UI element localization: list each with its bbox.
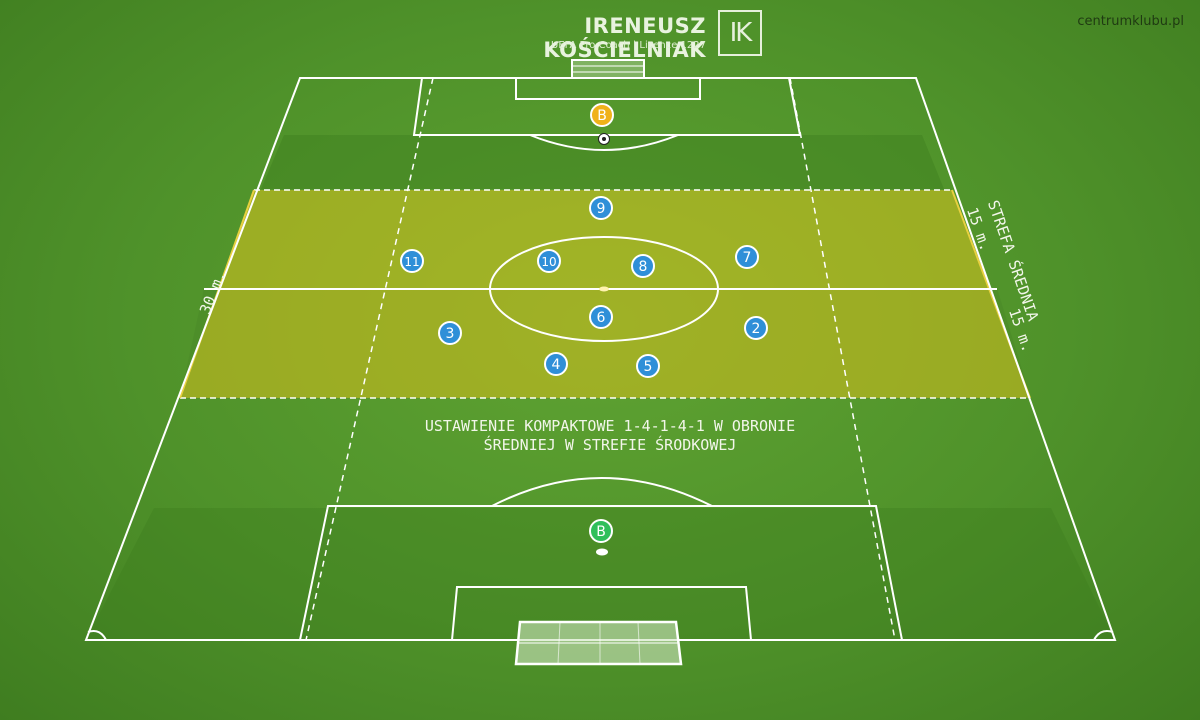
player-number: 4 [552, 357, 561, 373]
top-goal-area [515, 78, 701, 100]
players-layer: 9 11 10 8 7 6 3 2 4 5 [400, 196, 768, 378]
goalkeeper-label: B [596, 524, 606, 540]
player-number: 11 [404, 255, 419, 269]
bottom-penalty-area [299, 505, 903, 641]
site-label[interactable]: centrumklubu.pl [1077, 14, 1184, 29]
penalty-spot [596, 548, 608, 556]
player-number: 6 [597, 310, 606, 326]
player-marker: 6 [589, 305, 613, 329]
coach-subtitle: UEFA Pro Coach | Licence 1227 [551, 40, 706, 51]
caption-line-1: USTAWIENIE KOMPAKTOWE 1-4-1-4-1 W OBRONI… [424, 417, 796, 435]
bottom-goal-area [451, 586, 752, 641]
pitch-boundary [84, 77, 1117, 641]
player-number: 8 [639, 259, 648, 275]
channel-line [789, 77, 896, 641]
bottom-goal [514, 620, 683, 666]
player-number: 9 [597, 201, 606, 217]
player-marker: 9 [589, 196, 613, 220]
player-number: 2 [752, 321, 761, 337]
player-marker: 10 [537, 249, 561, 273]
channel-line [305, 77, 434, 641]
corner-arc [1093, 630, 1114, 641]
corner-arc [87, 630, 107, 641]
goalkeeper-marker-bottom: B [589, 519, 613, 543]
goalkeeper-label: B [597, 108, 607, 124]
middle-zone [180, 190, 1030, 398]
turf-stripe [86, 508, 1115, 640]
player-number: 10 [541, 255, 556, 269]
goalkeepers-layer: BB [589, 103, 614, 543]
player-marker: 3 [438, 321, 462, 345]
center-circle [489, 236, 719, 342]
turf-stripe [261, 135, 944, 189]
caption-line-2: ŚREDNIEJ W STREFIE ŚRODKOWEJ [483, 436, 737, 454]
top-goal [571, 59, 645, 79]
player-number: 5 [644, 359, 653, 375]
player-marker: 11 [400, 249, 424, 273]
player-marker: 4 [544, 352, 568, 376]
player-marker: 7 [735, 245, 759, 269]
player-number: 3 [446, 326, 455, 342]
center-spot [599, 286, 609, 292]
ball-icon [598, 133, 610, 145]
player-marker: 8 [631, 254, 655, 278]
coach-name: IRENEUSZ KOŚCIELNIAK [543, 14, 706, 62]
player-marker: 5 [636, 354, 660, 378]
top-penalty-arc [529, 134, 679, 151]
coach-logo: IK [718, 10, 762, 56]
goalkeeper-marker-top: B [590, 103, 614, 127]
player-number: 7 [743, 250, 752, 266]
player-marker: 2 [744, 316, 768, 340]
bottom-penalty-arc [491, 477, 713, 507]
